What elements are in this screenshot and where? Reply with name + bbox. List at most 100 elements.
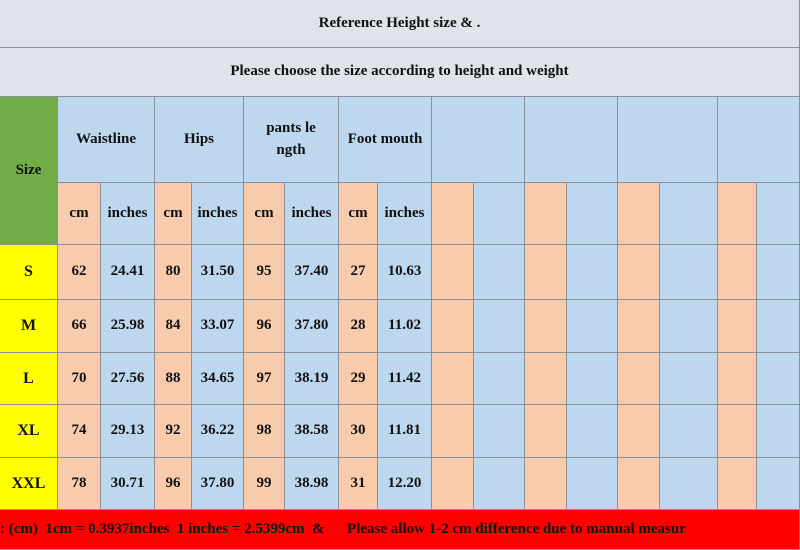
empty-cell bbox=[718, 353, 757, 405]
value-cell: 11.42 bbox=[378, 353, 432, 405]
value-cell: 62 bbox=[58, 245, 101, 300]
value-cell: 38.98 bbox=[285, 458, 339, 510]
value-cell: 37.80 bbox=[285, 300, 339, 353]
group-header: Hips bbox=[155, 97, 244, 183]
value-cell: 12.20 bbox=[378, 458, 432, 510]
unit-header: inches bbox=[101, 183, 155, 245]
empty-cell bbox=[525, 300, 567, 353]
empty-cell bbox=[567, 353, 618, 405]
empty-cell bbox=[618, 405, 660, 458]
value-cell: 38.19 bbox=[285, 353, 339, 405]
unit-header: inches bbox=[378, 183, 432, 245]
size-cell: XXL bbox=[0, 458, 58, 510]
size-cell: XL bbox=[0, 405, 58, 458]
empty-cell bbox=[618, 183, 660, 245]
empty-cell bbox=[618, 353, 660, 405]
value-cell: 28 bbox=[339, 300, 378, 353]
empty-cell bbox=[525, 458, 567, 510]
empty-cell bbox=[432, 353, 474, 405]
empty-cell bbox=[525, 405, 567, 458]
empty-cell bbox=[525, 97, 618, 183]
empty-cell bbox=[525, 353, 567, 405]
value-cell: 11.02 bbox=[378, 300, 432, 353]
value-cell: 37.80 bbox=[192, 458, 244, 510]
empty-cell bbox=[660, 183, 718, 245]
empty-cell bbox=[718, 405, 757, 458]
value-cell: 80 bbox=[155, 245, 192, 300]
empty-cell bbox=[474, 405, 525, 458]
empty-cell bbox=[660, 458, 718, 510]
unit-header: cm bbox=[244, 183, 285, 245]
value-cell: 29.13 bbox=[101, 405, 155, 458]
empty-cell bbox=[432, 458, 474, 510]
empty-cell bbox=[718, 97, 800, 183]
value-cell: 88 bbox=[155, 353, 192, 405]
empty-cell bbox=[718, 458, 757, 510]
empty-cell bbox=[757, 245, 800, 300]
empty-cell bbox=[757, 300, 800, 353]
unit-header: cm bbox=[339, 183, 378, 245]
empty-cell bbox=[618, 458, 660, 510]
empty-cell bbox=[432, 405, 474, 458]
group-header: Foot mouth bbox=[339, 97, 432, 183]
value-cell: 25.98 bbox=[101, 300, 155, 353]
empty-cell bbox=[525, 183, 567, 245]
empty-cell bbox=[757, 353, 800, 405]
empty-cell bbox=[432, 97, 525, 183]
empty-cell bbox=[757, 183, 800, 245]
value-cell: 29 bbox=[339, 353, 378, 405]
empty-cell bbox=[567, 183, 618, 245]
value-cell: 31.50 bbox=[192, 245, 244, 300]
value-cell: 27 bbox=[339, 245, 378, 300]
empty-cell bbox=[618, 245, 660, 300]
value-cell: 96 bbox=[155, 458, 192, 510]
value-cell: 30.71 bbox=[101, 458, 155, 510]
empty-cell bbox=[618, 97, 718, 183]
value-cell: 98 bbox=[244, 405, 285, 458]
size-cell: L bbox=[0, 353, 58, 405]
value-cell: 96 bbox=[244, 300, 285, 353]
size-cell: S bbox=[0, 245, 58, 300]
table-title: Reference Height size & . bbox=[0, 0, 800, 48]
empty-cell bbox=[660, 245, 718, 300]
group-header: pants length bbox=[244, 97, 339, 183]
empty-cell bbox=[474, 353, 525, 405]
empty-cell bbox=[432, 245, 474, 300]
value-cell: 78 bbox=[58, 458, 101, 510]
empty-cell bbox=[474, 245, 525, 300]
empty-cell bbox=[432, 300, 474, 353]
value-cell: 31 bbox=[339, 458, 378, 510]
empty-cell bbox=[718, 300, 757, 353]
group-header: Waistline bbox=[58, 97, 155, 183]
unit-header: cm bbox=[58, 183, 101, 245]
value-cell: 38.58 bbox=[285, 405, 339, 458]
empty-cell bbox=[718, 245, 757, 300]
value-cell: 27.56 bbox=[101, 353, 155, 405]
size-header: Size bbox=[0, 97, 58, 245]
value-cell: 10.63 bbox=[378, 245, 432, 300]
empty-cell bbox=[474, 458, 525, 510]
unit-header: cm bbox=[155, 183, 192, 245]
value-cell: 34.65 bbox=[192, 353, 244, 405]
empty-cell bbox=[718, 183, 757, 245]
empty-cell bbox=[757, 405, 800, 458]
empty-cell bbox=[757, 458, 800, 510]
empty-cell bbox=[474, 183, 525, 245]
table-subtitle: Please choose the size according to heig… bbox=[0, 48, 800, 97]
value-cell: 74 bbox=[58, 405, 101, 458]
value-cell: 70 bbox=[58, 353, 101, 405]
empty-cell bbox=[567, 300, 618, 353]
value-cell: 11.81 bbox=[378, 405, 432, 458]
value-cell: 36.22 bbox=[192, 405, 244, 458]
value-cell: 99 bbox=[244, 458, 285, 510]
empty-cell bbox=[567, 405, 618, 458]
value-cell: 24.41 bbox=[101, 245, 155, 300]
empty-cell bbox=[660, 300, 718, 353]
footer-note: : (cm) 1cm = 0.3937inches 1 inches = 2.5… bbox=[0, 510, 800, 550]
empty-cell bbox=[618, 300, 660, 353]
empty-cell bbox=[525, 245, 567, 300]
size-cell: M bbox=[0, 300, 58, 353]
value-cell: 30 bbox=[339, 405, 378, 458]
empty-cell bbox=[567, 245, 618, 300]
